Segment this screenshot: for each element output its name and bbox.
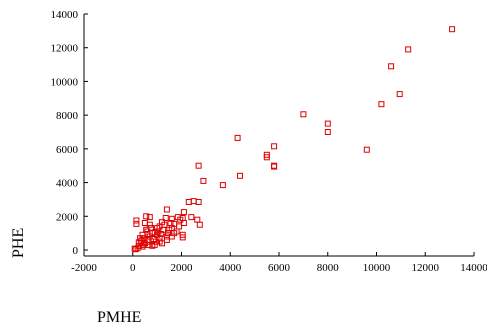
data-point	[143, 213, 150, 220]
data-point	[196, 221, 203, 228]
data-points	[131, 26, 456, 253]
data-point	[378, 101, 385, 108]
data-point	[324, 129, 331, 135]
data-point	[165, 230, 172, 237]
data-point	[163, 206, 170, 213]
data-point	[144, 228, 151, 235]
data-point	[388, 63, 395, 70]
data-point	[151, 241, 158, 248]
x-tick-label: 2000	[171, 262, 194, 274]
data-point	[219, 182, 226, 189]
data-point	[154, 225, 161, 232]
data-point	[146, 214, 153, 221]
data-point	[133, 217, 140, 224]
data-point	[271, 163, 278, 170]
axes	[83, 14, 474, 257]
data-point	[396, 91, 403, 98]
x-tick-label: 12000	[412, 262, 440, 274]
data-point	[141, 240, 148, 247]
data-point	[156, 238, 163, 245]
data-point	[168, 215, 175, 222]
data-point	[163, 233, 170, 240]
x-tick-label: 0	[130, 262, 136, 274]
y-tick-group: 0 2000 4000 6000 8000 10000 12000 14000	[51, 9, 88, 257]
x-tick-label: 4000	[219, 262, 242, 274]
data-point	[195, 199, 202, 205]
data-point	[180, 209, 187, 216]
data-point	[194, 216, 201, 223]
data-point	[180, 220, 187, 226]
x-tick-label: 6000	[268, 262, 291, 274]
data-point	[271, 143, 278, 150]
y-tick-label: 0	[73, 245, 79, 257]
data-point	[449, 26, 456, 33]
data-point	[145, 241, 152, 248]
x-tick-label: 8000	[317, 262, 340, 274]
data-point	[161, 221, 168, 228]
y-tick-label: 10000	[51, 76, 79, 88]
data-point	[195, 162, 202, 169]
x-tick-label: 14000	[460, 262, 487, 274]
data-point	[166, 226, 173, 233]
data-point	[237, 172, 243, 179]
x-tick-label: 10000	[363, 262, 391, 274]
data-point	[174, 214, 181, 221]
data-point	[163, 236, 170, 243]
data-point	[300, 111, 307, 118]
data-point	[141, 220, 148, 226]
y-tick-label: 8000	[56, 110, 79, 122]
y-tick-label: 6000	[56, 144, 79, 156]
data-point	[143, 226, 150, 233]
x-axis-title: PMHE	[97, 309, 141, 326]
data-point	[146, 221, 153, 228]
data-point	[139, 231, 146, 238]
data-point	[179, 234, 186, 241]
data-point	[405, 46, 412, 53]
data-point	[185, 199, 192, 205]
x-tick-label: -2000	[71, 262, 97, 274]
y-tick-label: 4000	[56, 178, 79, 190]
data-point	[263, 154, 270, 161]
data-point	[171, 230, 178, 237]
data-point	[188, 214, 195, 221]
x-tick-group: -2000 0 2000 4000 6000 8000 10000 12000 14000	[71, 252, 487, 274]
data-point	[234, 134, 241, 141]
data-point	[157, 231, 164, 237]
data-point	[167, 220, 174, 226]
data-point	[200, 177, 207, 184]
data-point	[133, 220, 140, 227]
data-point	[145, 238, 152, 245]
data-point	[363, 146, 370, 153]
data-point	[162, 215, 169, 221]
data-point	[176, 223, 183, 230]
y-axis-title: PHE	[10, 228, 27, 258]
y-tick-label: 2000	[56, 211, 79, 223]
data-point	[324, 120, 331, 127]
y-tick-label: 14000	[51, 9, 79, 21]
y-tick-label: 12000	[51, 43, 79, 55]
data-point	[190, 198, 197, 205]
